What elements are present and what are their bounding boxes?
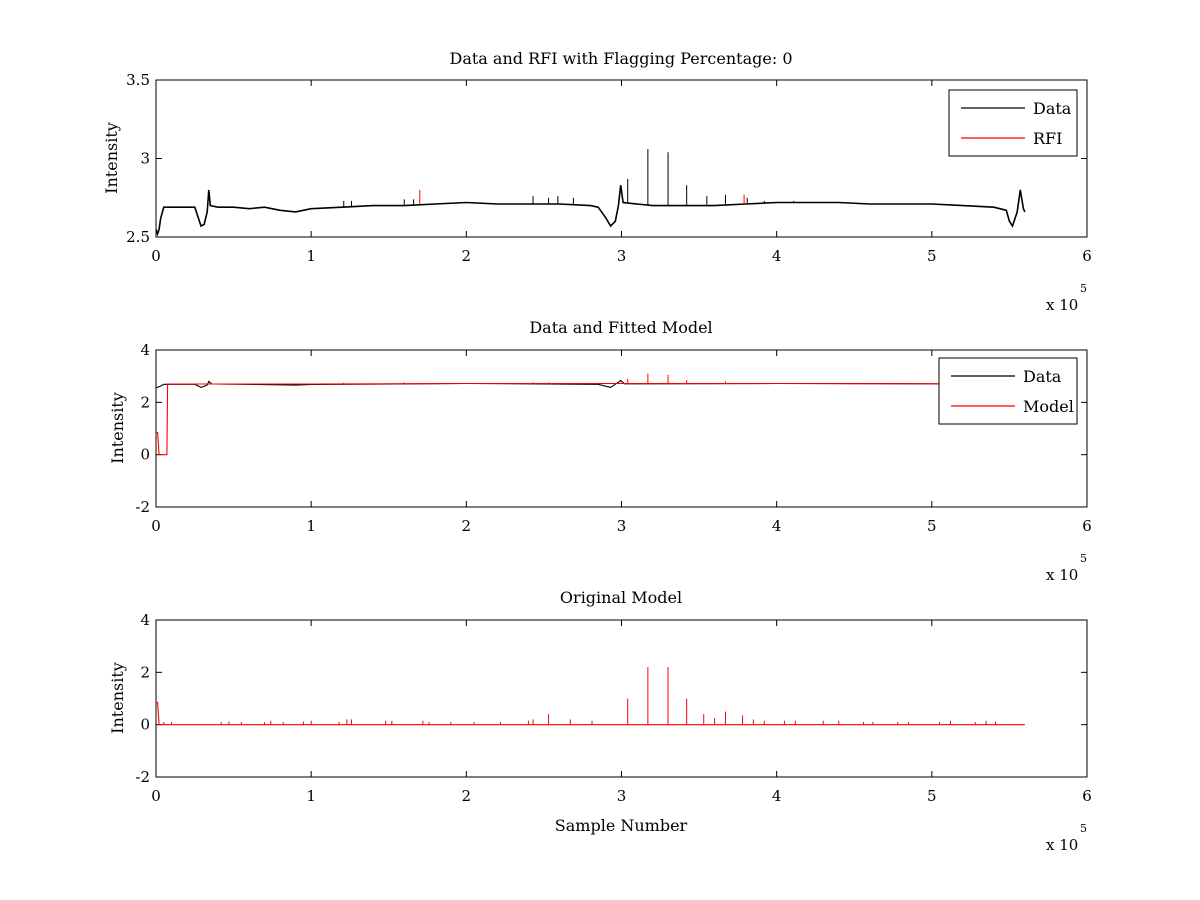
- x-tick-label: 1: [306, 787, 316, 805]
- y-tick-label: 0: [140, 446, 150, 464]
- legend-box: [938, 357, 1078, 425]
- x-tick-label: 4: [772, 517, 782, 535]
- panel-data-rfi: Data and RFI with Flagging Percentage: 0…: [102, 49, 1092, 314]
- x-exponent-base: x 10: [1046, 566, 1078, 584]
- y-axis-label: Intensity: [102, 122, 121, 194]
- chart-title: Data and RFI with Flagging Percentage: 0: [449, 49, 792, 68]
- plot-area: 0 1 2 3 4 5 6 2.5 3 3.5 Data RFI: [126, 71, 1092, 265]
- x-tick-label: 5: [927, 787, 937, 805]
- y-tick-label: 4: [140, 611, 150, 629]
- chart-title: Data and Fitted Model: [529, 318, 712, 337]
- y-axis-label: Intensity: [108, 662, 127, 734]
- chart-title: Original Model: [560, 588, 682, 607]
- x-tick-label: 4: [772, 247, 782, 265]
- x-exponent-base: x 10: [1046, 296, 1078, 314]
- x-tick-label: 2: [462, 517, 472, 535]
- plot-content: [156, 667, 1025, 726]
- y-tick-label: 2: [140, 663, 150, 681]
- x-tick-label: 0: [151, 517, 161, 535]
- plot-content: [156, 149, 1026, 237]
- legend-label: Data: [1033, 99, 1072, 118]
- y-tick-label: 4: [140, 341, 150, 359]
- legend-box: [948, 89, 1078, 157]
- x-axis-label: Sample Number: [555, 816, 688, 835]
- x-tick-label: 4: [772, 787, 782, 805]
- y-tick-label: 0: [140, 716, 150, 734]
- legend: Data RFI: [948, 89, 1078, 157]
- legend-label: Data: [1023, 367, 1062, 386]
- x-tick-label: 2: [462, 787, 472, 805]
- panel-fitted-model: Data and Fitted Model Intensity 0 1 2 3 4 5 6 -…: [108, 318, 1092, 584]
- x-tick-label: 3: [617, 517, 627, 535]
- y-tick-label: 2: [140, 393, 150, 411]
- x-exponent: 5: [1080, 552, 1087, 565]
- x-tick-label: 5: [927, 517, 937, 535]
- y-tick-label: 3: [140, 150, 150, 168]
- series-line-data: [156, 185, 1026, 237]
- x-tick-label: 5: [927, 247, 937, 265]
- y-tick-label: -2: [135, 498, 150, 516]
- legend-label: RFI: [1033, 129, 1062, 148]
- y-tick-label: -2: [135, 768, 150, 786]
- legend: Data Model: [938, 357, 1078, 425]
- y-tick-label: 3.5: [126, 71, 150, 89]
- y-tick-label: 2.5: [126, 228, 150, 246]
- legend-label: Model: [1023, 397, 1074, 416]
- x-exponent: 5: [1080, 822, 1087, 835]
- x-tick-label: 6: [1082, 247, 1092, 265]
- series-line-model: [156, 382, 1025, 456]
- x-tick-label: 0: [151, 247, 161, 265]
- x-tick-label: 0: [151, 787, 161, 805]
- x-exponent-base: x 10: [1046, 836, 1078, 854]
- series-line-model: [156, 701, 1025, 726]
- x-tick-label: 1: [306, 247, 316, 265]
- x-tick-label: 3: [617, 787, 627, 805]
- x-tick-label: 6: [1082, 787, 1092, 805]
- x-exponent: 5: [1080, 282, 1087, 295]
- y-axis-label: Intensity: [108, 392, 127, 464]
- x-tick-label: 2: [462, 247, 472, 265]
- x-tick-label: 1: [306, 517, 316, 535]
- x-tick-label: 3: [617, 247, 627, 265]
- x-tick-label: 6: [1082, 517, 1092, 535]
